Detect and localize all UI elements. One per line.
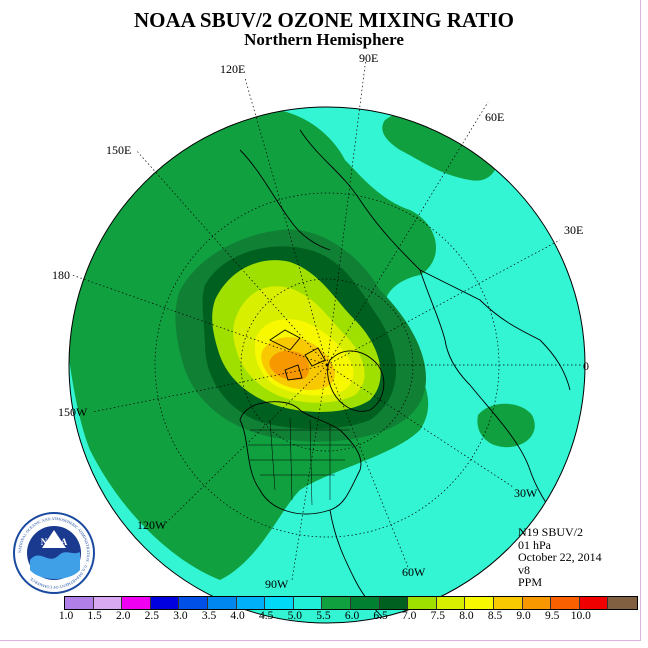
colorbar-tick-label: 7.5: [430, 610, 445, 622]
colorbar-tick-label: 4.0: [230, 610, 245, 622]
lon-label-60e: 60E: [485, 110, 505, 124]
colorbar-swatch: [551, 597, 580, 609]
colorbar-swatch: [350, 597, 380, 609]
level-8-5-region: [269, 350, 310, 381]
colorbar-swatch: [265, 597, 294, 609]
colorbar-ticks: 1.0 1.5 2.0 2.5 3.0 3.5 4.0 4.5 5.0 5.5 6.0 6.5 7.0 7…: [52, 610, 612, 624]
lon-label-150e: 150E: [106, 143, 132, 157]
meridian-60w: [326, 364, 411, 573]
latitude-60-circle: [240, 278, 414, 452]
north-america-coast: [239, 401, 362, 515]
us-states: [248, 417, 352, 506]
greenland-coast: [327, 350, 385, 412]
lon-label-90e: 90E: [359, 51, 379, 65]
colorbar-tick-label: 6.5: [373, 610, 388, 622]
colorbar-tick-label: 9.5: [545, 610, 560, 622]
colorbar-tick-label: 5.5: [316, 610, 331, 622]
meridian-30e: [326, 239, 561, 366]
map-title: NOAA SBUV/2 OZONE MIXING RATIO: [134, 8, 514, 32]
colorbar-swatch: [93, 597, 123, 609]
colorbar-tick-label: 8.0: [459, 610, 474, 622]
meridian-90w: [291, 364, 328, 581]
meridian-120w: [161, 364, 328, 528]
colorbar-swatch: [293, 597, 323, 609]
version-text: v8: [518, 562, 530, 577]
lon-label-120e: 120E: [220, 62, 246, 76]
meridian-120e: [244, 77, 328, 366]
colorbar-swatch: [379, 597, 409, 609]
lon-label-0: 0: [583, 359, 589, 373]
date-text: October 22, 2014: [518, 550, 602, 564]
level-text: 01 hPa: [518, 537, 551, 552]
colorbar-tick-label: 5.0: [287, 610, 302, 622]
meridian-180: [71, 274, 328, 366]
asia-coast: [239, 149, 331, 251]
colorbar-swatch: [522, 597, 552, 609]
colorbar-swatch: [122, 597, 151, 609]
noaa-logo: NOAA NATIONAL OCEANIC AND ATMOSPHERIC AD…: [13, 512, 95, 594]
colorbar-tick-label: 6.0: [344, 610, 360, 622]
colorbar-swatch: [179, 597, 208, 609]
lon-label-120w: 120W: [137, 518, 167, 532]
colorbar-swatch: [150, 597, 180, 609]
colorbar-tick-label: 3.0: [173, 610, 188, 622]
lon-label-30w: 30W: [514, 486, 538, 500]
lon-label-60w: 60W: [402, 565, 426, 579]
colorbar-tick-label: 8.5: [487, 610, 503, 622]
instrument-text: N19 SBUV/2: [518, 525, 584, 539]
lon-label-30e: 30E: [564, 223, 584, 237]
colorbar-swatch: [608, 597, 637, 609]
colorbar-tick-label: 7.0: [402, 610, 417, 622]
colorbar-swatch: [236, 597, 266, 609]
units-text: PPM: [518, 575, 543, 589]
meridian-60e: [326, 101, 489, 366]
eurasia-coast: [299, 129, 571, 391]
colorbar-tick-label: 9.0: [516, 610, 531, 622]
canada-islands: [269, 329, 326, 381]
colorbar-tick-label: 2.5: [144, 610, 159, 622]
colorbar-swatch: [493, 597, 523, 609]
ozone-field: [69, 107, 585, 623]
colorbar-tick-label: 10.0: [570, 610, 591, 622]
colorbar-tick-label: 2.0: [116, 610, 131, 622]
colorbar-swatch: [465, 597, 494, 609]
colorbar: [64, 596, 638, 610]
info-block: N19 SBUV/2 01 hPa October 22, 2014 v8 PP…: [518, 526, 602, 589]
map-subtitle: Northern Hemisphere: [244, 30, 404, 49]
europe-coast: [419, 269, 471, 386]
colorbar-swatch: [207, 597, 237, 609]
logo-text: NOAA: [41, 537, 68, 547]
colorbar-tick-label: 1.5: [87, 610, 102, 622]
central-america-coast: [329, 509, 391, 623]
colorbar-swatch: [436, 597, 466, 609]
colorbar-swatch: [65, 597, 94, 609]
level-5-5-atlantic-patch: [477, 403, 535, 448]
lon-label-180: 180: [52, 268, 70, 282]
lon-label-150w: 150W: [58, 405, 88, 419]
graticule: [71, 57, 583, 581]
colorbar-swatch: [579, 597, 609, 609]
figure-frame: [0, 0, 641, 641]
colorbar-swatch: [322, 597, 351, 609]
colorbar-tick-label: 3.5: [201, 610, 217, 622]
meridian-30w: [326, 364, 514, 488]
map-boundary: [68, 106, 586, 624]
colorbar-swatch: [408, 597, 437, 609]
lon-label-90w: 90W: [265, 577, 289, 591]
colorbar-tick-label: 4.5: [259, 610, 274, 622]
colorbar-tick-label: 1.0: [58, 610, 74, 622]
